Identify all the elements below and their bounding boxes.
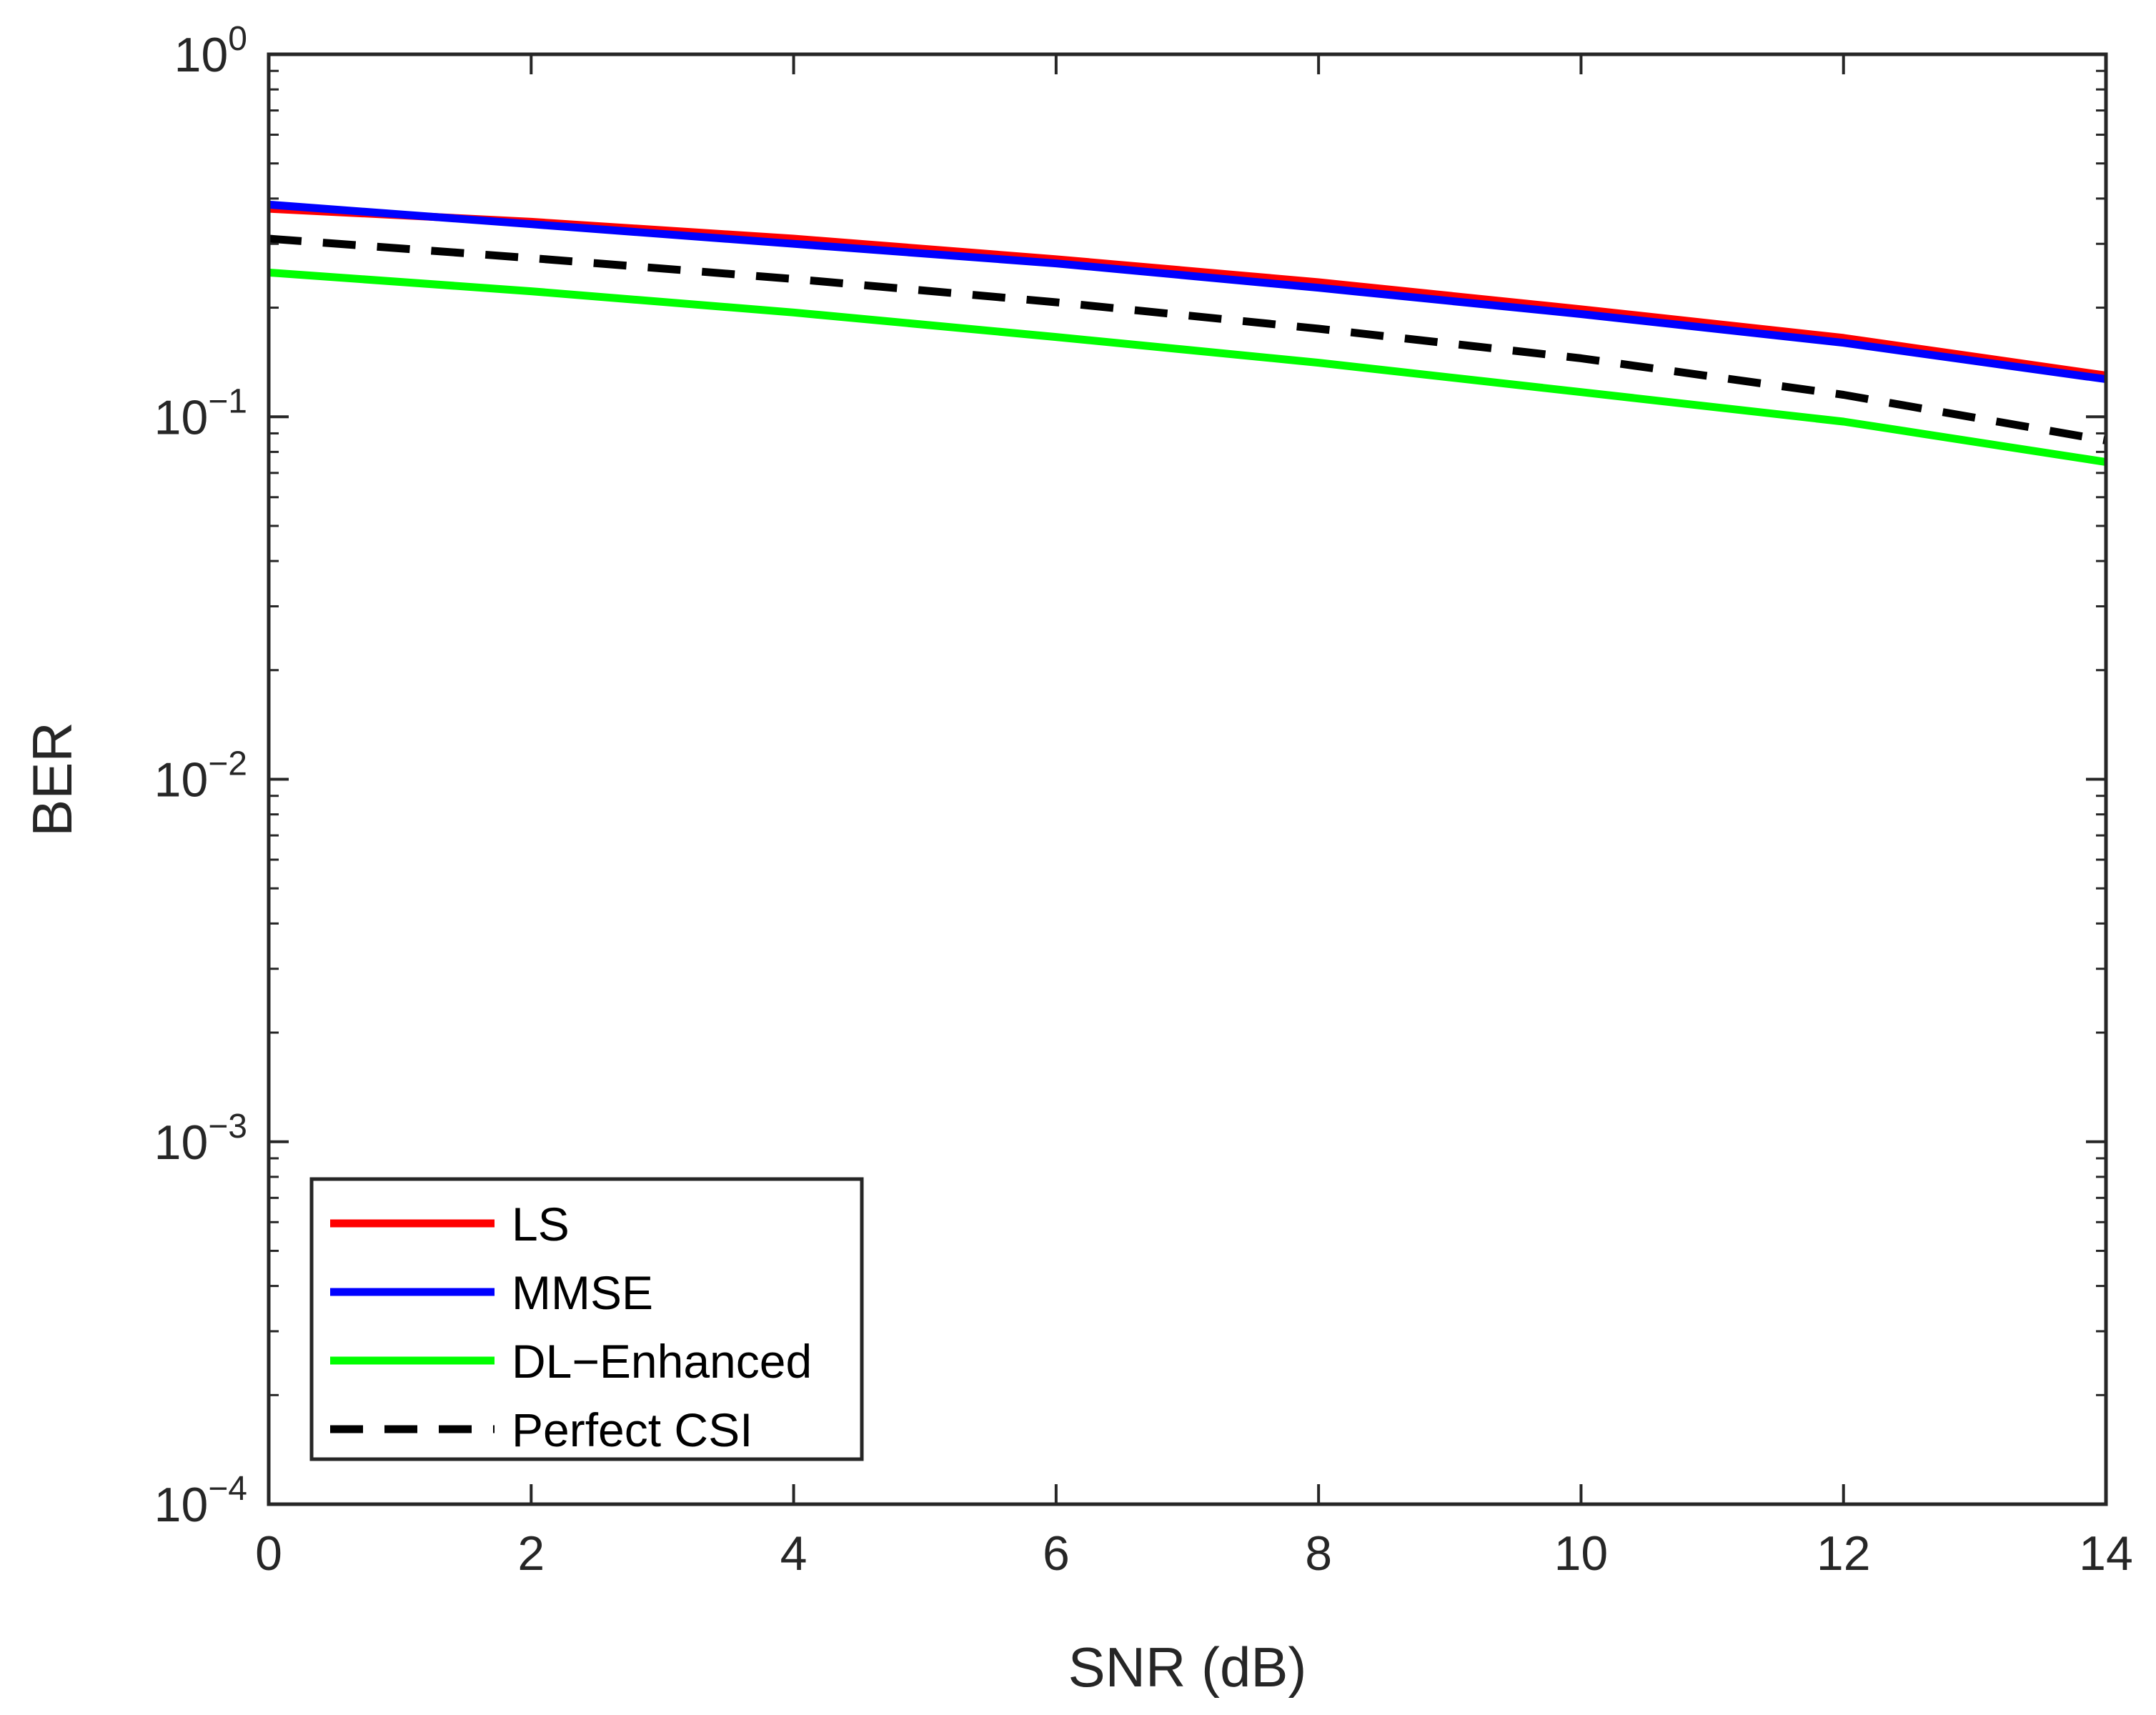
series-line-4	[268, 234, 2107, 444]
x-tick-labels: 0 2 4 6 8 10 12 14	[255, 1526, 2133, 1581]
x-tick-label: 2	[517, 1526, 545, 1581]
legend-label-1: LS	[512, 1198, 570, 1251]
y-tick-labels: 100 10−1 10−2 10−3 10−4	[154, 20, 247, 1532]
y-tick-label: 10−2	[154, 745, 247, 807]
x-tick-label: 4	[780, 1526, 808, 1581]
x-tick-label: 0	[255, 1526, 282, 1581]
y-tick-label: 10−1	[154, 382, 247, 444]
series-line-3	[268, 268, 2107, 467]
x-tick-label: 14	[2079, 1526, 2133, 1581]
series-layer	[268, 200, 2107, 467]
legend-label-2: MMSE	[512, 1266, 653, 1319]
x-tick-label: 6	[1043, 1526, 1070, 1581]
legend-label-3: DL−Enhanced	[512, 1335, 812, 1388]
y-tick-label: 100	[174, 20, 247, 82]
legend-label-4: Perfect CSI	[512, 1403, 752, 1456]
legend: LS MMSE DL−Enhanced Perfect CSI	[309, 1177, 864, 1461]
y-tick-label: 10−4	[154, 1470, 247, 1532]
x-axis-label: SNR (dB)	[1068, 1636, 1307, 1699]
y-tick-label: 10−3	[154, 1108, 247, 1170]
tick-marks	[267, 53, 2107, 1506]
x-tick-label: 10	[1554, 1526, 1609, 1581]
y-axis-label: BER	[21, 722, 84, 836]
x-tick-label: 8	[1305, 1526, 1332, 1581]
x-tick-label: 12	[1817, 1526, 1871, 1581]
series-line-2	[268, 200, 2107, 384]
